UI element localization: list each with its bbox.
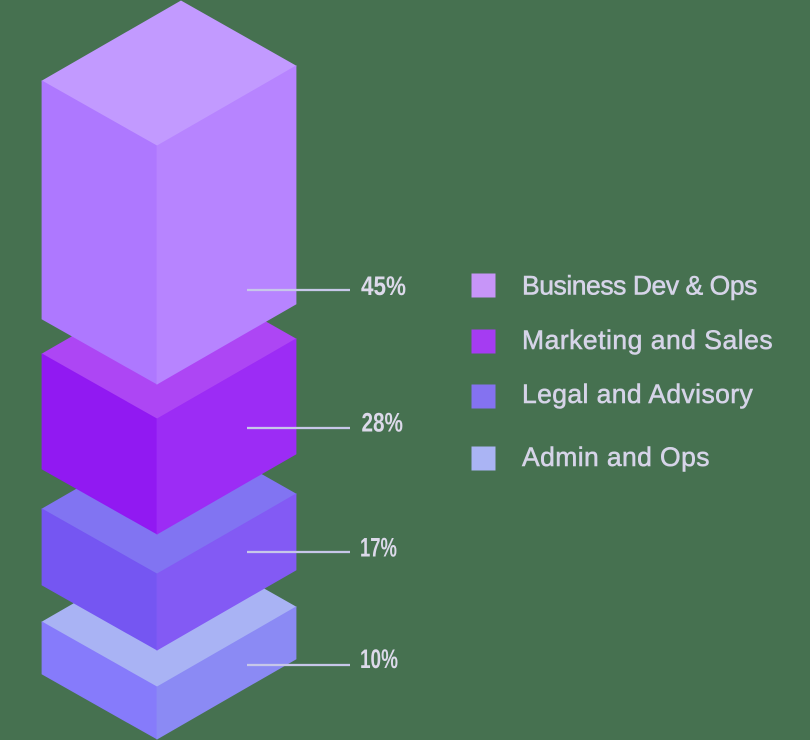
svg-text:10%: 10% [360, 644, 398, 674]
svg-text:28%: 28% [362, 408, 404, 438]
svg-text:Business Dev & Ops: Business Dev & Ops [522, 271, 757, 301]
svg-text:Marketing and Sales: Marketing and Sales [522, 325, 773, 355]
svg-text:Admin and Ops: Admin and Ops [522, 442, 710, 472]
svg-text:17%: 17% [360, 533, 397, 563]
svg-text:Legal and Advisory: Legal and Advisory [522, 379, 753, 409]
svg-text:45%: 45% [361, 271, 406, 301]
